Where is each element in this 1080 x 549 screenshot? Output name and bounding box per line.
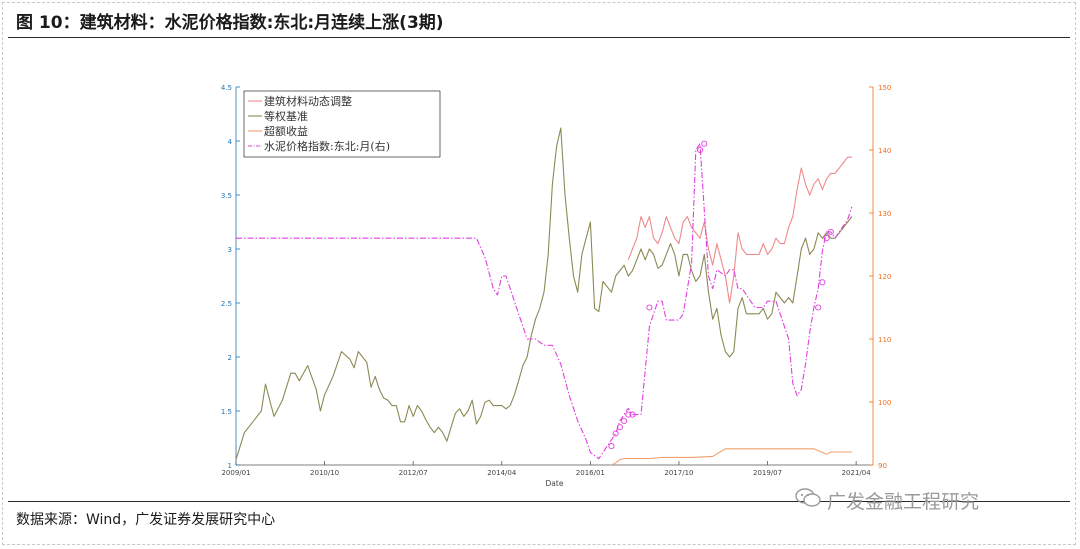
y-right-tick-label: 130 [878, 210, 891, 218]
source-rule [8, 501, 1070, 502]
chart-axes: 1 1.5 2 2.5 3 3.5 4 4.5 90 100 110 120 130 140 150 2009… [221, 84, 892, 488]
x-tick-label: 2014/04 [487, 469, 517, 477]
y-right-tick-label: 100 [878, 399, 891, 407]
series-marker [629, 411, 636, 418]
y-left-tick-label: 1 [228, 462, 232, 470]
y-left-tick-label: 4 [228, 138, 233, 146]
legend-label: 水泥价格指数:东北:月(右) [264, 139, 390, 153]
x-axis-label: Date [546, 479, 564, 488]
series-layer [235, 127, 853, 466]
series-marker [625, 411, 632, 418]
legend-label: 等权基准 [264, 109, 308, 123]
y-left-tick-label: 4.5 [221, 84, 232, 92]
x-tick-label: 2017/10 [664, 469, 693, 477]
y-left-tick-label: 3 [228, 246, 232, 254]
x-tick-label: 2016/01 [576, 469, 605, 477]
watermark-text: 广发金融工程研究 [827, 490, 980, 513]
series-marker [696, 146, 704, 154]
y-left-tick-label: 2.5 [221, 300, 232, 308]
y-right-tick-label: 150 [878, 84, 891, 92]
wechat-icon [795, 487, 821, 513]
series-line-2 [235, 127, 853, 460]
series-marker [616, 424, 623, 431]
x-tick-label: 2019/07 [753, 469, 782, 477]
x-tick-label: 2012/07 [399, 469, 428, 477]
x-tick-label: 2021/04 [842, 469, 872, 477]
y-left-tick-label: 3.5 [221, 192, 232, 200]
y-right-tick-label: 120 [878, 273, 891, 281]
series-marker [701, 140, 708, 147]
y-right-tick-label: 140 [878, 147, 891, 155]
x-tick-label: 2009/01 [221, 469, 250, 477]
figure-title: 图 10：建筑材料：水泥价格指数:东北:月连续上涨(3期) [16, 13, 444, 33]
series-marker [819, 279, 826, 286]
series-marker [612, 430, 619, 437]
series-line-4 [236, 143, 853, 460]
series-marker [621, 417, 628, 424]
series-line-3 [611, 448, 852, 466]
y-left-tick-label: 1.5 [221, 408, 232, 416]
y-right-tick-label: 110 [878, 336, 891, 344]
x-tick-label: 2010/10 [310, 469, 339, 477]
legend-label: 超额收益 [264, 124, 308, 138]
legend-label: 建筑材料动态调整 [264, 94, 352, 108]
series-marker [646, 304, 653, 311]
series-line-1 [627, 156, 852, 304]
title-rule [8, 37, 1070, 38]
legend-box [243, 90, 441, 158]
series-marker [823, 235, 830, 242]
series-marker [608, 443, 615, 450]
series-marker [827, 228, 834, 235]
y-right-tick-label: 90 [878, 462, 887, 470]
figure-source: 数据来源：Wind，广发证券发展研究中心 [16, 512, 276, 528]
series-marker [815, 304, 822, 311]
y-left-tick-label: 2 [228, 354, 232, 362]
watermark: 广发金融工程研究 [795, 487, 980, 513]
